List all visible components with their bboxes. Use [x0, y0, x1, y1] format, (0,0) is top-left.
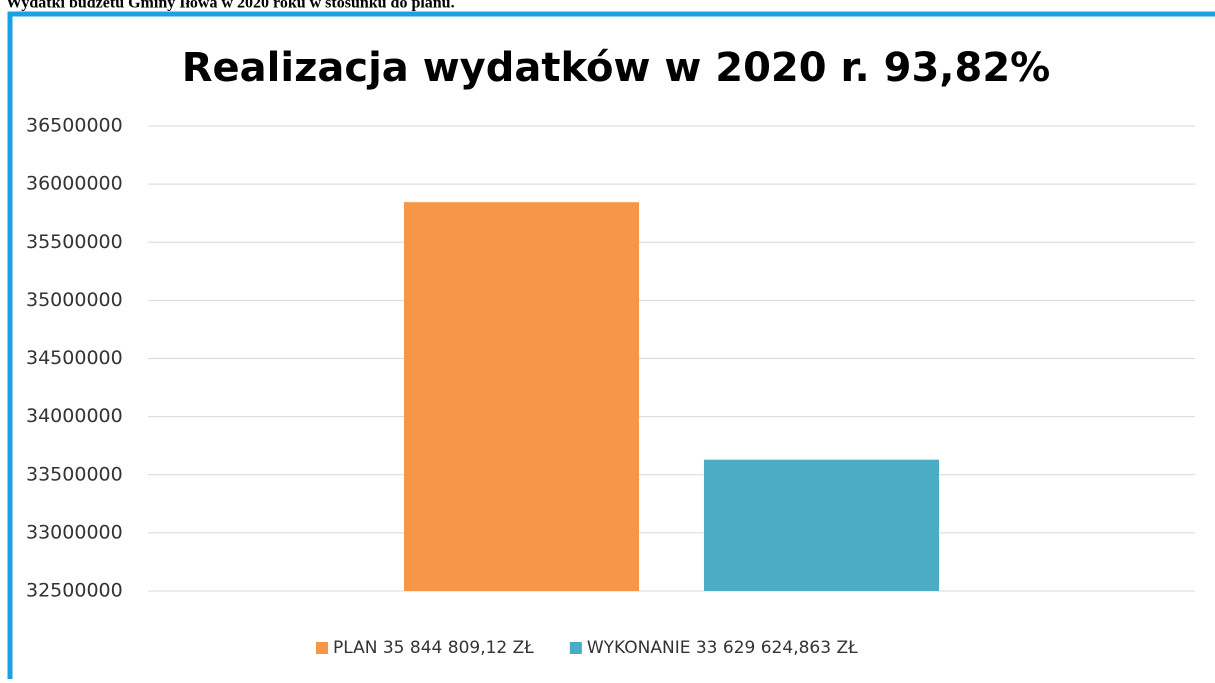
legend-label: PLAN 35 844 809,12 ZŁ [333, 638, 534, 658]
chart-title: Realizacja wydatków w 2020 r. 93,82% [182, 45, 1051, 91]
y-tick-label: 35000000 [26, 289, 123, 311]
y-tick-label: 33500000 [26, 463, 123, 485]
y-tick-label: 36000000 [26, 173, 123, 195]
y-tick-label: 34500000 [26, 347, 123, 369]
heading: Wydatki budżetu Gminy Iłowa w 2020 roku … [6, 0, 455, 12]
y-tick-label: 36500000 [26, 115, 123, 137]
legend-label: WYKONANIE 33 629 624,863 ZŁ [587, 638, 858, 658]
y-tick-label: 34000000 [26, 405, 123, 427]
bar [403, 202, 640, 591]
y-tick-label: 32500000 [26, 580, 123, 602]
legend-swatch [569, 642, 582, 654]
legend-swatch [316, 642, 328, 654]
y-tick-label: 33000000 [26, 521, 123, 543]
y-tick-label: 35500000 [26, 231, 123, 253]
bar [703, 459, 940, 591]
